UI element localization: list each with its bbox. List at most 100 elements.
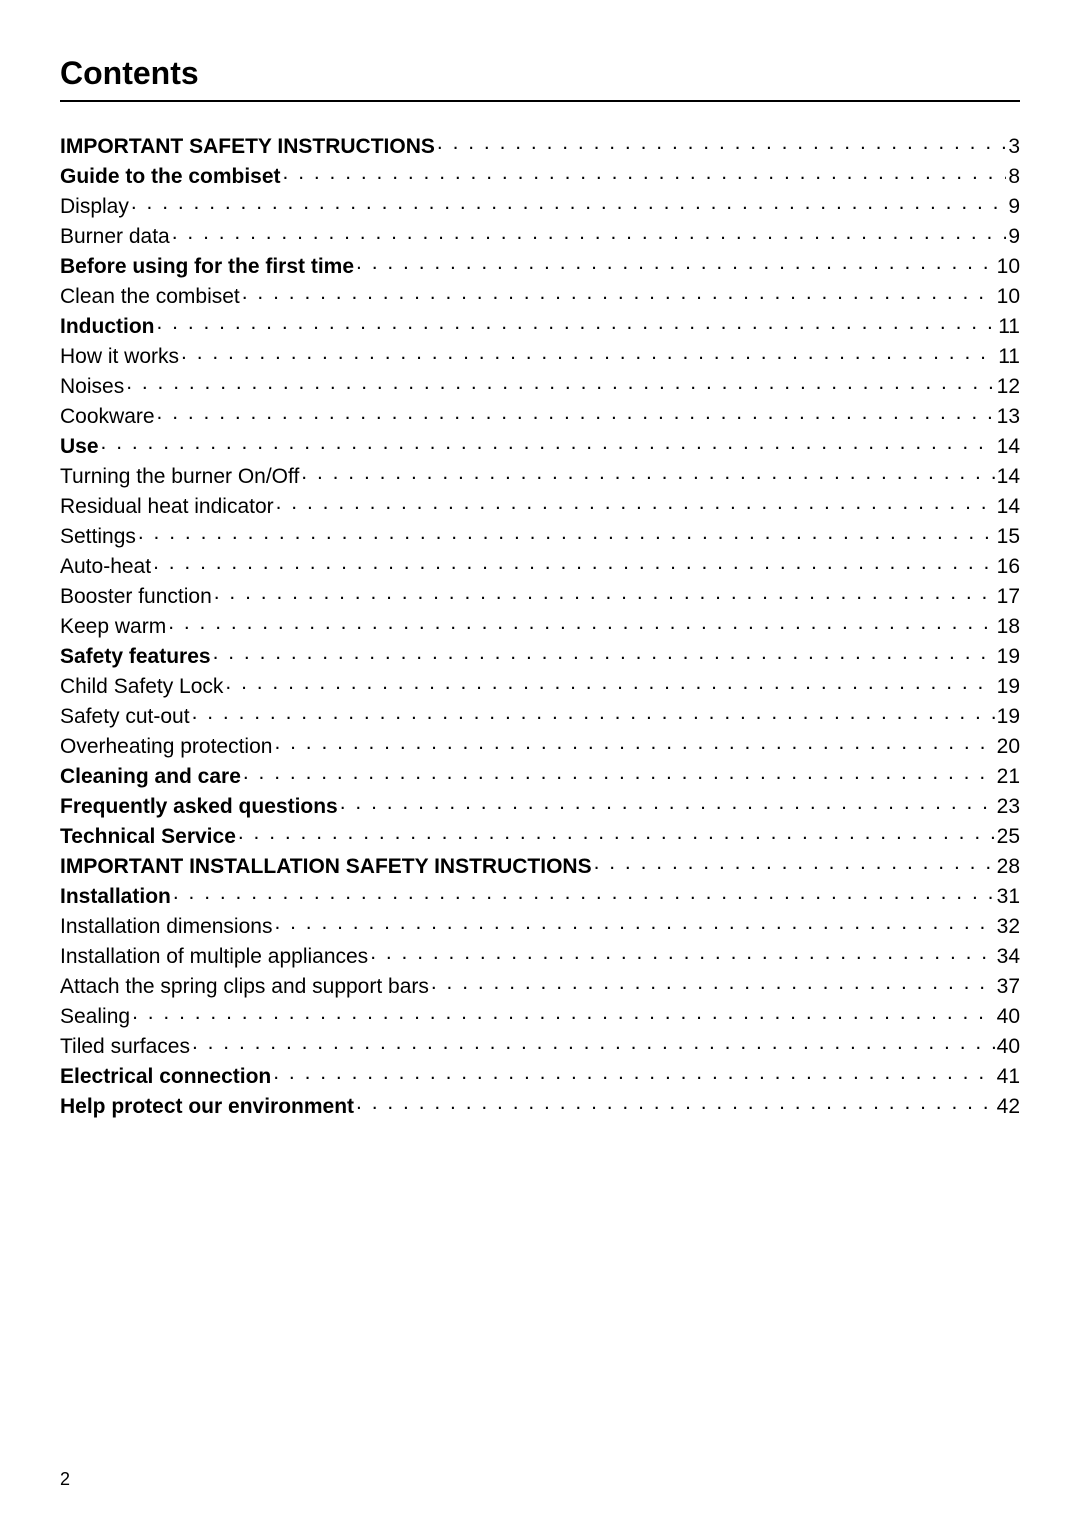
toc-leader-dots bbox=[356, 252, 995, 273]
toc-leader-dots bbox=[156, 312, 996, 333]
toc-leader-dots bbox=[157, 402, 995, 423]
toc-entry: Cleaning and care 21 bbox=[60, 762, 1020, 787]
toc-entry: Before using for the first time10 bbox=[60, 252, 1020, 277]
toc-page-number: 14 bbox=[997, 436, 1020, 457]
toc-leader-dots bbox=[274, 912, 994, 933]
toc-leader-dots bbox=[173, 882, 995, 903]
toc-leader-dots bbox=[181, 342, 996, 363]
toc-page-number: 23 bbox=[997, 796, 1020, 817]
toc-label: Cleaning and care bbox=[60, 766, 241, 787]
toc-leader-dots bbox=[192, 1032, 995, 1053]
toc-label: Installation of multiple appliances bbox=[60, 946, 368, 967]
toc-label: Keep warm bbox=[60, 616, 166, 637]
page-number: 2 bbox=[60, 1469, 70, 1490]
toc-entry: Residual heat indicator 14 bbox=[60, 492, 1020, 517]
toc-entry: Installation31 bbox=[60, 882, 1020, 907]
toc-page-number: 25 bbox=[997, 826, 1020, 847]
toc-label: Electrical connection bbox=[60, 1066, 271, 1087]
toc-page-number: 3 bbox=[1008, 136, 1020, 157]
toc-entry: Turning the burner On/Off14 bbox=[60, 462, 1020, 487]
toc-leader-dots bbox=[168, 612, 994, 633]
toc-page-number: 14 bbox=[997, 496, 1020, 517]
toc-leader-dots bbox=[301, 462, 994, 483]
toc-label: Before using for the first time bbox=[60, 256, 354, 277]
toc-leader-dots bbox=[138, 522, 995, 543]
toc-leader-dots bbox=[274, 732, 994, 753]
toc-leader-dots bbox=[431, 972, 995, 993]
toc-entry: Keep warm 18 bbox=[60, 612, 1020, 637]
toc-entry: Noises12 bbox=[60, 372, 1020, 397]
toc-entry: IMPORTANT SAFETY INSTRUCTIONS 3 bbox=[60, 132, 1020, 157]
toc-label: Frequently asked questions bbox=[60, 796, 338, 817]
toc-leader-dots bbox=[214, 582, 995, 603]
toc-page-number: 28 bbox=[997, 856, 1020, 877]
toc-label: Safety features bbox=[60, 646, 211, 667]
toc-entry: How it works 11 bbox=[60, 342, 1020, 367]
toc-page-number: 19 bbox=[997, 676, 1020, 697]
toc-label: Sealing bbox=[60, 1006, 130, 1027]
toc-label: How it works bbox=[60, 346, 179, 367]
toc-page-number: 9 bbox=[1008, 196, 1020, 217]
toc-page-number: 11 bbox=[998, 316, 1020, 337]
toc-entry: Settings 15 bbox=[60, 522, 1020, 547]
toc-entry: IMPORTANT INSTALLATION SAFETY INSTRUCTIO… bbox=[60, 852, 1020, 877]
toc-page-number: 12 bbox=[997, 376, 1020, 397]
toc-label: IMPORTANT INSTALLATION SAFETY INSTRUCTIO… bbox=[60, 856, 592, 877]
toc-entry: Clean the combiset 10 bbox=[60, 282, 1020, 307]
page-title: Contents bbox=[60, 55, 1020, 102]
toc-label: Installation dimensions bbox=[60, 916, 272, 937]
toc-page-number: 32 bbox=[997, 916, 1020, 937]
toc-label: Residual heat indicator bbox=[60, 496, 274, 517]
toc-entry: Installation dimensions 32 bbox=[60, 912, 1020, 937]
toc-leader-dots bbox=[172, 222, 1007, 243]
toc-entry: Electrical connection41 bbox=[60, 1062, 1020, 1087]
toc-label: Turning the burner On/Off bbox=[60, 466, 299, 487]
toc-entry: Guide to the combiset8 bbox=[60, 162, 1020, 187]
toc-entry: Display 9 bbox=[60, 192, 1020, 217]
toc-entry: Tiled surfaces 40 bbox=[60, 1032, 1020, 1057]
toc-label: Booster function bbox=[60, 586, 212, 607]
toc-entry: Attach the spring clips and support bars… bbox=[60, 972, 1020, 997]
toc-leader-dots bbox=[243, 762, 995, 783]
toc-entry: Use 14 bbox=[60, 432, 1020, 457]
toc-entry: Technical Service25 bbox=[60, 822, 1020, 847]
toc-page-number: 11 bbox=[998, 346, 1020, 367]
toc-page-number: 20 bbox=[997, 736, 1020, 757]
toc-label: Settings bbox=[60, 526, 136, 547]
toc-leader-dots bbox=[126, 372, 994, 393]
toc-entry: Help protect our environment42 bbox=[60, 1092, 1020, 1117]
toc-entry: Safety cut-out19 bbox=[60, 702, 1020, 727]
toc-leader-dots bbox=[594, 852, 995, 873]
toc-entry: Overheating protection 20 bbox=[60, 732, 1020, 757]
toc-leader-dots bbox=[437, 132, 1006, 153]
toc-page-number: 15 bbox=[997, 526, 1020, 547]
toc-leader-dots bbox=[101, 432, 995, 453]
toc-entry: Auto-heat 16 bbox=[60, 552, 1020, 577]
toc-entry: Safety features19 bbox=[60, 642, 1020, 667]
toc-label: Overheating protection bbox=[60, 736, 272, 757]
toc-leader-dots bbox=[283, 162, 1007, 183]
toc-label: Help protect our environment bbox=[60, 1096, 354, 1117]
toc-label: Child Safety Lock bbox=[60, 676, 223, 697]
toc-page-number: 18 bbox=[997, 616, 1020, 637]
toc-page-number: 8 bbox=[1008, 166, 1020, 187]
toc-label: Clean the combiset bbox=[60, 286, 240, 307]
toc-label: IMPORTANT SAFETY INSTRUCTIONS bbox=[60, 136, 435, 157]
toc-page-number: 37 bbox=[997, 976, 1020, 997]
toc-page-number: 16 bbox=[997, 556, 1020, 577]
toc-page-number: 40 bbox=[997, 1036, 1020, 1057]
toc-label: Tiled surfaces bbox=[60, 1036, 190, 1057]
toc-label: Display bbox=[60, 196, 129, 217]
toc-leader-dots bbox=[192, 702, 995, 723]
toc-leader-dots bbox=[356, 1092, 995, 1113]
toc-page-number: 21 bbox=[997, 766, 1020, 787]
toc-entry: Burner data9 bbox=[60, 222, 1020, 247]
toc-page-number: 40 bbox=[997, 1006, 1020, 1027]
toc-label: Use bbox=[60, 436, 99, 457]
toc-label: Auto-heat bbox=[60, 556, 151, 577]
table-of-contents: IMPORTANT SAFETY INSTRUCTIONS 3 Guide to t… bbox=[60, 132, 1020, 1117]
toc-leader-dots bbox=[238, 822, 995, 843]
toc-page-number: 10 bbox=[997, 286, 1020, 307]
toc-entry: Induction11 bbox=[60, 312, 1020, 337]
toc-label: Installation bbox=[60, 886, 171, 907]
